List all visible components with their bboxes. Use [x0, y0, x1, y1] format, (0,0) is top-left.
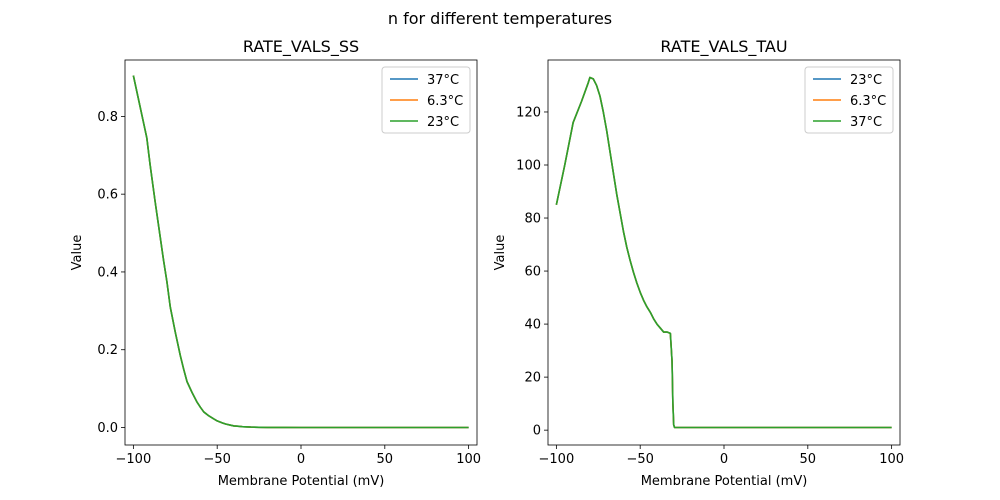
y-tick-label: 0.6 [97, 188, 118, 203]
legend-box [381, 66, 471, 134]
x-tick-label: 100 [879, 452, 904, 467]
legend-label: 6.3°C [427, 94, 463, 109]
figure-suptitle: n for different temperatures [388, 9, 612, 28]
y-tick-label: 0.2 [97, 343, 118, 358]
x-tick-label: 0 [720, 452, 728, 467]
y-axis-label: Value [70, 235, 85, 271]
y-tick-label: 20 [524, 371, 541, 386]
series-line-2 [132, 75, 469, 429]
x-tick-label: −100 [116, 452, 152, 467]
x-axis-label: Membrane Potential (mV) [641, 474, 808, 489]
y-tick-label: 60 [524, 265, 541, 280]
y-tick-label: 0.8 [97, 110, 118, 125]
legend-label: 6.3°C [850, 94, 886, 109]
x-axis-label: Membrane Potential (mV) [218, 474, 385, 489]
x-tick-label: 100 [456, 452, 481, 467]
x-tick-label: 0 [297, 452, 305, 467]
y-tick-label: 100 [516, 159, 541, 174]
y-tick-label: 120 [516, 105, 541, 120]
y-tick-label: 40 [524, 318, 541, 333]
legend-label: 37°C [427, 73, 459, 88]
x-tick-label: 50 [377, 452, 394, 467]
y-tick-label: 80 [524, 212, 541, 227]
legend-label: 23°C [427, 115, 459, 130]
y-tick-label: 0.0 [97, 421, 118, 436]
x-tick-label: −50 [626, 452, 653, 467]
x-tick-label: −50 [203, 452, 230, 467]
axes-rate-vals-ss: RATE_VALS_SS −100 −50 0 50 100 0.0 0.2 0.4 0.6 0.8… [70, 37, 481, 489]
axes-title: RATE_VALS_TAU [660, 37, 787, 57]
legend-label: 37°C [850, 115, 882, 130]
axes-title: RATE_VALS_SS [243, 37, 359, 57]
series-line-2 [555, 76, 892, 429]
y-tick-label: 0 [533, 424, 541, 439]
y-axis-label: Value [493, 235, 508, 271]
y-tick-label: 0.4 [97, 265, 118, 280]
x-tick-label: −100 [539, 452, 575, 467]
legend-box [804, 66, 894, 134]
legend-label: 23°C [850, 73, 882, 88]
axes-rate-vals-tau: RATE_VALS_TAU −100 −50 0 50 100 0 20 40 60 80 100 12… [493, 37, 904, 489]
x-tick-label: 50 [800, 452, 817, 467]
